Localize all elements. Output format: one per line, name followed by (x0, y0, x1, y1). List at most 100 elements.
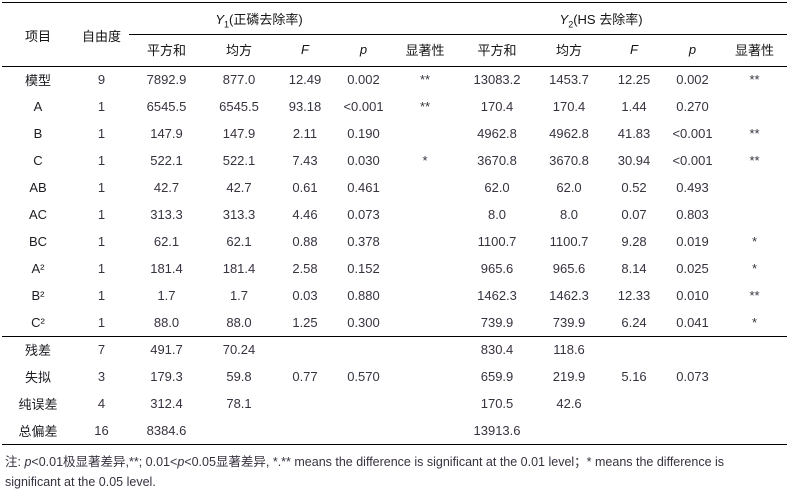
row-label: C (33, 153, 43, 169)
table-cell: 6545.5 (219, 99, 259, 115)
table-cell: 170.4 (552, 99, 586, 115)
table-cell: <0.001 (672, 153, 713, 169)
table-cell: 13083.2 (473, 72, 521, 88)
table-cell: 739.9 (552, 314, 586, 330)
table-cell (391, 363, 459, 390)
table-cell: 147.9 (150, 126, 183, 142)
table-cell (391, 335, 460, 364)
table-cell: 0.030 (347, 153, 380, 169)
table-cell (720, 417, 787, 445)
table-cell: 70.24 (204, 335, 274, 364)
row-label: B (33, 126, 43, 142)
table-cell: 739.9 (480, 314, 514, 330)
header-df: 自由度 (74, 2, 129, 67)
row-label: AB (29, 180, 47, 196)
header-y2-ss: 平方和 (459, 34, 536, 67)
table-cell (665, 335, 721, 364)
table-cell: 312.4 (150, 396, 183, 412)
table-cell: 16 (74, 417, 129, 445)
table-cell (720, 174, 787, 201)
table-cell: 8.0 (487, 207, 507, 223)
table-cell: 0.002 (676, 72, 709, 88)
table-cell: 1 (97, 153, 106, 169)
row-label: 残差 (2, 335, 74, 364)
table-cell: 0.461 (347, 180, 380, 196)
sub-header-row: 平方和 均方 F p 显著性 平方和 均方 F p 显著性 (2, 34, 787, 67)
table-cell: 7.43 (292, 153, 318, 169)
header-group-y2: Y2(HS 去除率) (459, 2, 787, 35)
table-cell: 0.493 (676, 180, 709, 196)
table-cell (391, 174, 459, 201)
table-cell (336, 335, 391, 364)
table-cell: 1 (97, 126, 106, 142)
table-cell (665, 390, 720, 417)
note-text-1: 注: (5, 454, 25, 469)
table-cell (720, 93, 787, 120)
header-y1-p: p (336, 34, 391, 67)
table-cell: 7 (74, 335, 129, 364)
header-y2-p: p (665, 34, 721, 67)
table-cell (665, 417, 721, 445)
table-cell: 1462.3 (477, 288, 517, 304)
table-cell: 8384.6 (129, 417, 204, 445)
table-cell: 0.03 (292, 288, 318, 304)
table-cell: 1.7 (157, 288, 176, 304)
table-cell: 3 (97, 369, 106, 385)
y1-subscript: 1 (224, 19, 230, 30)
table-cell: <0.001 (343, 99, 384, 115)
table-cell: 1100.7 (477, 234, 517, 250)
y2-subscript: 2 (568, 19, 574, 30)
row-label: 模型 (24, 73, 51, 89)
table-cell: 965.6 (480, 261, 514, 277)
table-cell: 6.24 (621, 314, 647, 330)
table-cell: 0.803 (676, 207, 709, 223)
table-row: A² 1 181.4 181.4 2.58 0.152 965.6 965.6 8.14 0.02… (2, 255, 787, 282)
table-cell: 0.07 (621, 207, 647, 223)
table-cell (720, 335, 787, 364)
table-cell: 313.3 (150, 207, 183, 223)
row-label: BC (28, 234, 48, 250)
table-cell: 4962.8 (549, 126, 589, 142)
table-cell: 118.6 (535, 335, 604, 364)
note-p-symbol-2: p (177, 454, 185, 469)
table-cell: 1462.3 (549, 288, 589, 304)
table-row: A 1 6545.5 6545.5 93.18 <0.001 ** 170.4 170.4 1.4… (2, 93, 787, 120)
table-cell: 5.16 (621, 369, 647, 385)
table-cell (720, 390, 787, 417)
table-cell: 2.58 (292, 261, 318, 277)
table-cell: 3670.8 (477, 153, 517, 169)
table-cell: 1.25 (292, 314, 318, 330)
table-row: BC 1 62.1 62.1 0.88 0.378 1100.7 1100.7 9.28 0.01… (2, 228, 787, 255)
table-cell (391, 309, 459, 336)
table-cell (204, 417, 274, 445)
table-cell: 1 (97, 234, 106, 250)
table-cell: <0.001 (672, 126, 713, 142)
table-cell: 0.77 (292, 369, 318, 385)
table-cell: * (752, 234, 758, 250)
note-text-2: <0.01极显著差异,**; 0.01< (31, 454, 178, 469)
table-cell: 88.0 (153, 314, 180, 330)
table-cell: 147.9 (222, 126, 256, 142)
table-cell (535, 417, 604, 445)
table-cell: 0.378 (347, 234, 380, 250)
table-body: 模型 9 7892.9 877.0 12.49 0.002 ** 13083.2 1453.7 1… (2, 66, 787, 445)
table-row: AB 1 42.7 42.7 0.61 0.461 62.0 62.0 0.52 0.493 (2, 174, 787, 201)
table-cell: 0.019 (676, 234, 709, 250)
table-cell: 3670.8 (549, 153, 589, 169)
header-y2-ms: 均方 (535, 34, 604, 67)
row-label: B² (31, 288, 45, 304)
table-cell: 0.025 (676, 261, 709, 277)
table-cell: 0.073 (676, 369, 709, 385)
table-cell: 88.0 (226, 314, 252, 330)
table-cell: ** (749, 153, 760, 169)
table-cell: 181.4 (150, 261, 183, 277)
table-cell: 0.073 (347, 207, 380, 223)
table-cell (274, 417, 336, 445)
table-cell: * (752, 261, 758, 277)
row-label: A (33, 99, 43, 115)
table-cell (391, 120, 459, 147)
table-cell: * (422, 153, 428, 169)
table-cell (603, 417, 666, 445)
table-cell: 0.002 (347, 72, 380, 88)
